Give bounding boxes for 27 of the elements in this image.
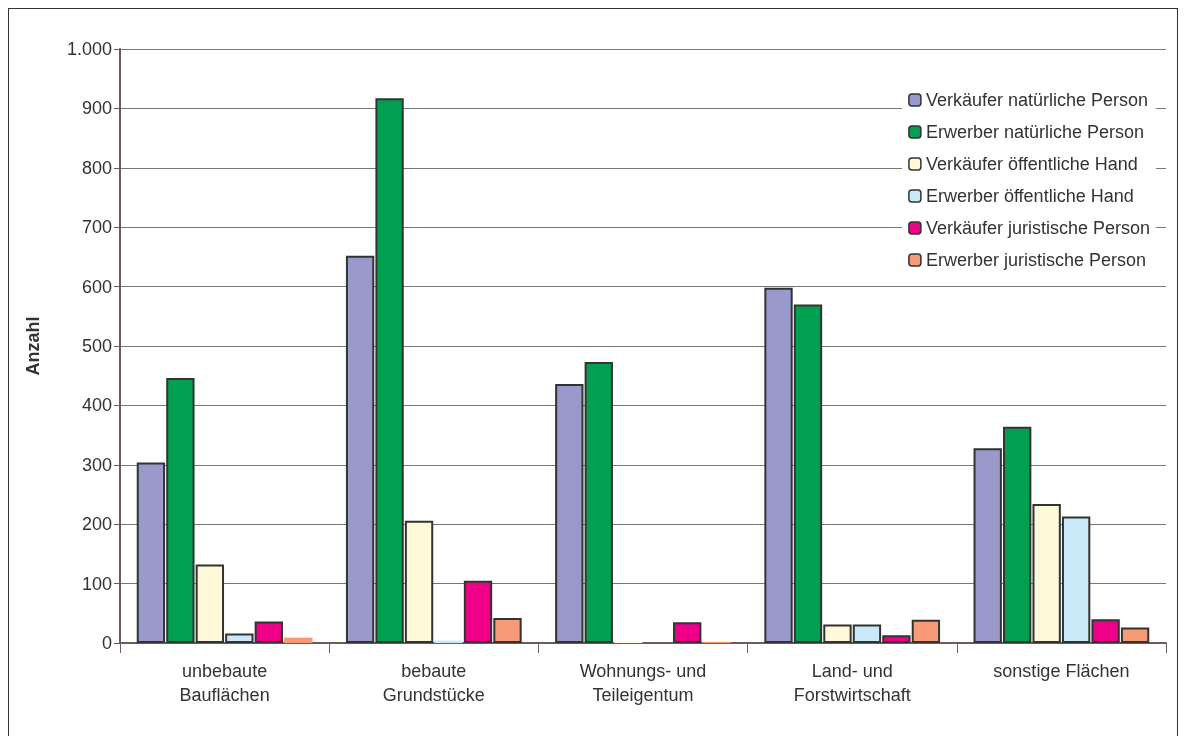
- legend-label: Erwerber natürliche Person: [925, 122, 1145, 142]
- y-tick-label: 300: [81, 454, 112, 475]
- y-tick-label: 200: [81, 514, 112, 535]
- x-tick-label: unbebaute Bauflächen: [179, 661, 270, 705]
- y-tick-label: 1.000: [66, 39, 112, 59]
- legend-label: Verkäufer natürliche Person: [925, 90, 1149, 110]
- legend-label: Erwerber juristische Person: [925, 250, 1146, 270]
- bar: [555, 384, 584, 643]
- bar: [284, 637, 313, 643]
- y-tick-label: 700: [81, 217, 112, 238]
- legend-label: Verkäufer öffentliche Hand: [925, 154, 1138, 174]
- x-tick-label: Wohnungs- und Teileigentum: [579, 661, 707, 705]
- x-tick-label: sonstige Flächen: [993, 661, 1130, 681]
- legend-label: Verkäufer juristische Person: [925, 218, 1151, 238]
- y-tick-label: 100: [81, 573, 112, 594]
- y-axis-title: Anzahl: [23, 316, 43, 376]
- legend-label: Erwerber öffentliche Hand: [925, 186, 1134, 206]
- x-tick-label: Land- und Forstwirtschaft: [793, 661, 911, 705]
- bar: [673, 622, 702, 643]
- y-tick-label: 500: [81, 336, 112, 356]
- x-tick-label: bebaute Grundstücke: [382, 661, 485, 705]
- y-tick-label: 800: [81, 157, 112, 178]
- y-tick-label: 400: [81, 395, 112, 416]
- y-tick-label: 900: [81, 98, 112, 119]
- bar: [584, 362, 613, 643]
- y-tick-label: 600: [81, 276, 112, 297]
- y-tick-label: 0: [101, 633, 112, 653]
